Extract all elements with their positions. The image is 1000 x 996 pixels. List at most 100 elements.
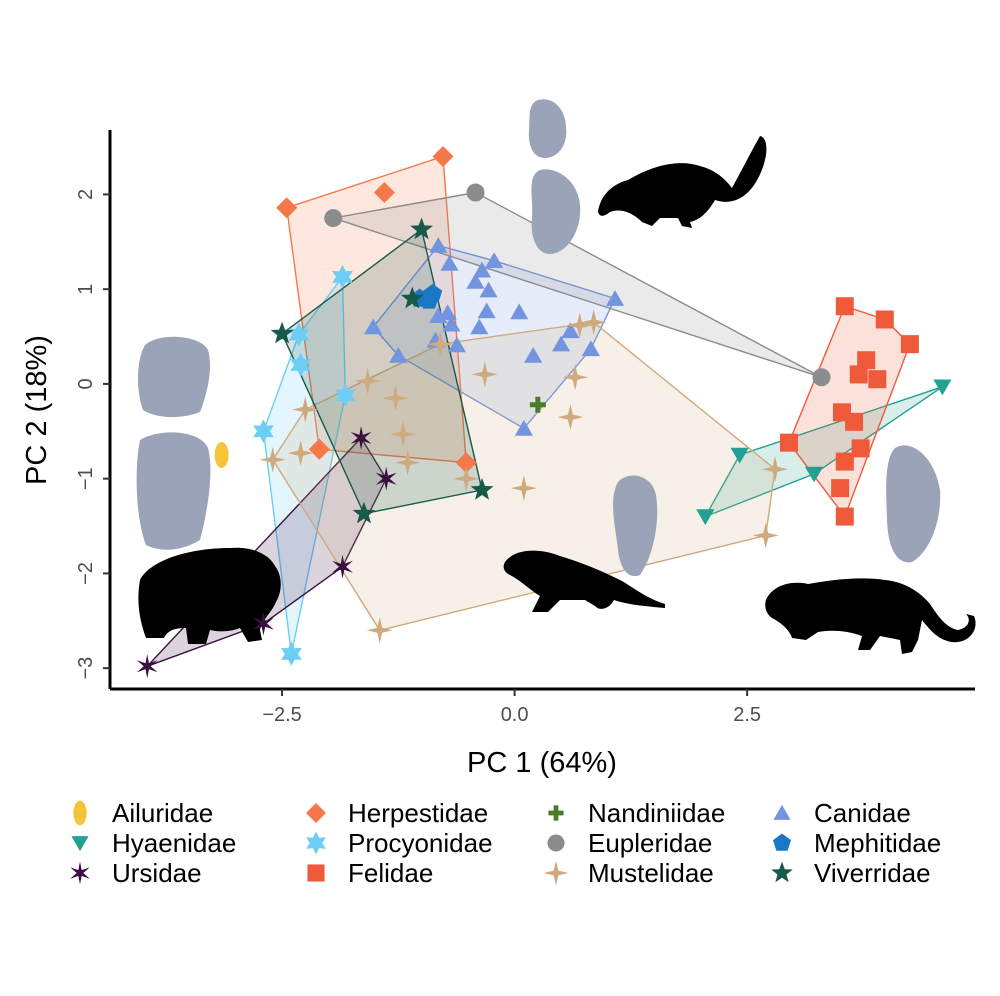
point-ursidae [350,425,372,450]
point-canidae [514,419,533,436]
point-mustelidae [354,368,381,395]
point-ursidae [332,554,353,579]
y-tick-label: −3 [75,657,97,680]
point-mustelidae [562,364,589,391]
point-canidae [470,318,489,335]
point-eupleridae [324,209,343,228]
y-tick-label: 0 [75,378,97,389]
point-canidae [442,315,461,332]
point-procyonidae [334,383,356,408]
legend-key-procyonidae [306,831,326,855]
point-mustelidae [453,465,480,492]
legend-label: Mephitidae [814,828,941,858]
point-procyonidae [290,353,312,377]
point-canidae [429,237,448,253]
legend-key-mustelidae [543,860,569,886]
legend-label: Mustelidae [588,858,714,888]
point-eupleridae [466,183,485,202]
point-canidae [485,252,504,268]
bear-silhouette-icon [138,547,281,644]
point-mustelidae [390,421,416,448]
point-ursidae [136,654,158,679]
point-canidae [581,340,600,357]
point-canidae [552,335,571,352]
point-mustelidae [566,312,593,339]
ferret-silhouette-icon [503,550,665,612]
point-canidae [472,261,492,278]
point-hyaenidae [730,447,749,464]
legend-label: Nandiniidae [588,798,725,828]
point-felidae [835,452,854,471]
legend-key-felidae [307,864,325,882]
legend-key-hyaenidae [71,836,89,852]
point-canidae [479,281,498,298]
point-herpestidae [455,452,477,474]
legend-item-ursidae: Ursidae [70,858,202,888]
legend-item-ailuridae: Ailuridae [73,798,213,828]
hull-eupleridae [332,191,822,378]
point-canidae [440,255,459,271]
point-mustelidae [382,385,409,412]
x-tick-label: 2.5 [733,704,761,726]
legend-item-viverridae: Viverridae [771,858,931,888]
point-mustelidae [292,396,319,423]
point-nandiniidae [529,396,546,413]
legend-label: Ursidae [112,858,202,888]
point-canidae [606,290,625,306]
cranial-shape-right-icon [886,445,941,563]
point-mustelidae [580,309,607,336]
legend-label: Herpestidae [348,798,488,828]
y-tick-label: −1 [75,467,97,490]
point-viverridae [352,501,376,524]
point-felidae [845,412,864,431]
leopard-silhouette-icon [765,578,976,654]
point-procyonidae [281,641,302,666]
point-canidae [447,336,466,353]
y-tick-label: −2 [75,562,97,585]
legend-key-ailuridae [73,800,87,826]
tick-layer: −2.5 0.0 2.5 2 1 0 −1 −2 −3 [75,189,761,726]
legend-item-eupleridae: Eupleridae [547,828,712,858]
point-canidae [466,273,485,289]
point-mustelidae [259,446,286,473]
x-tick-label: 0.0 [501,704,529,726]
point-viverridae [400,286,424,309]
legend-item-mustelidae: Mustelidae [543,858,714,888]
point-ailuridae [214,441,229,468]
legend-label: Viverridae [814,858,931,888]
point-felidae [857,351,876,370]
point-layer [136,146,952,679]
legend-key-eupleridae [547,834,565,852]
legend-label: Canidae [814,798,911,828]
point-herpestidae [276,197,298,219]
legend-key-mephitidae [773,833,791,851]
point-hyaenidae [805,466,824,483]
point-mustelidae [287,440,314,467]
y-tick-label: 1 [75,284,97,295]
point-canidae [438,304,457,321]
point-canidae [510,303,529,320]
point-felidae [900,335,919,354]
x-tick-label: −2.5 [262,704,301,726]
legend-key-canidae [773,804,791,820]
legend-item-canidae: Canidae [773,798,911,828]
point-ursidae [375,466,397,491]
axes: −2.5 0.0 2.5 2 1 0 −1 −2 −3 PC 1 (64%) PC 2 (18%… [21,130,975,779]
legend: Ailuridae Herpestidae Nandiniidae Canidae Hy… [70,798,941,888]
legend-item-hyaenidae: Hyaenidae [71,828,236,858]
hull-procyonidae [262,274,347,655]
legend-item-procyonidae: Procyonidae [306,828,493,858]
point-ursidae [253,611,274,636]
point-mustelidae [366,617,393,644]
legend-key-herpestidae [306,803,326,823]
point-mustelidae [510,475,537,502]
point-mustelidae [427,331,454,358]
legend-label: Eupleridae [588,828,712,858]
legend-label: Felidae [348,858,433,888]
point-hyaenidae [933,379,952,396]
point-herpestidae [308,438,330,460]
x-axis-title: PC 1 (64%) [467,747,617,779]
point-felidae [849,365,868,384]
point-canidae [389,347,408,363]
point-canidae [364,318,383,335]
